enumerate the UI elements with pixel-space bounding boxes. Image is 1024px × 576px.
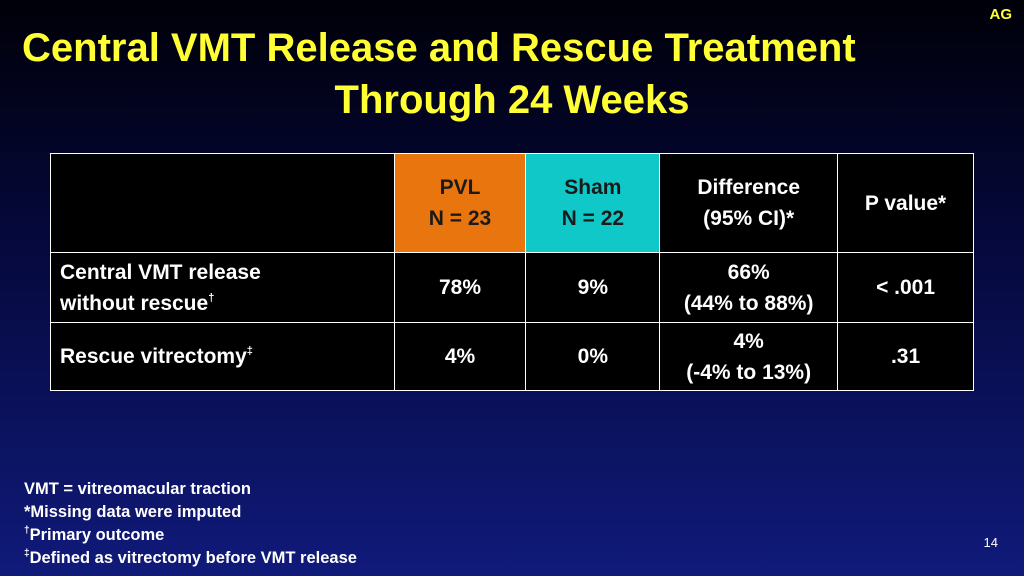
- slide-title: Central VMT Release and Rescue Treatment…: [0, 22, 1024, 126]
- footnote-vitrectomy: ‡Defined as vitrectomy before VMT releas…: [24, 547, 357, 570]
- title-line-2: Through 24 Weeks: [334, 78, 690, 122]
- corner-label: AG: [989, 6, 1013, 23]
- page-number: 14: [983, 535, 998, 550]
- row-label-line-1: Rescue vitrectomy: [60, 345, 247, 368]
- header-difference-ci: (95% CI)*: [703, 207, 795, 230]
- header-p-value: P value*: [837, 153, 974, 253]
- footnotes: VMT = vitreomacular traction *Missing da…: [24, 478, 357, 570]
- table-row: Central VMT release without rescue† 78% …: [50, 252, 974, 323]
- dagger-mark: †: [24, 525, 30, 536]
- header-difference-label: Difference: [697, 176, 801, 199]
- footnote-vitrectomy-text: Defined as vitrectomy before VMT release: [29, 549, 357, 567]
- cell-sham: 9%: [525, 252, 661, 323]
- cell-difference-value: 66%: [727, 260, 770, 284]
- double-dagger-mark: ‡: [246, 345, 253, 357]
- row-label: Central VMT release without rescue†: [50, 252, 395, 323]
- header-pvl-label: PVL: [439, 176, 481, 199]
- footnote-primary-text: Primary outcome: [29, 526, 165, 544]
- cell-difference: 4% (-4% to 13%): [659, 322, 839, 391]
- footnote-abbreviation: VMT = vitreomacular traction: [24, 480, 251, 498]
- footnote-primary: †Primary outcome: [24, 524, 357, 547]
- footnote-imputed: *Missing data were imputed: [24, 503, 242, 521]
- cell-p-value: < .001: [837, 252, 974, 323]
- cell-sham: 0%: [525, 322, 661, 391]
- header-empty-cell: [50, 153, 395, 253]
- header-sham-n: N = 22: [561, 207, 625, 230]
- header-difference: Difference (95% CI)*: [659, 153, 839, 253]
- header-sham-label: Sham: [564, 176, 622, 199]
- cell-difference-ci: (44% to 88%): [683, 291, 814, 315]
- cell-pvl: 4%: [393, 322, 527, 391]
- dagger-mark: †: [208, 291, 215, 304]
- cell-difference-value: 4%: [733, 329, 764, 353]
- row-label-line-2: without rescue: [60, 291, 209, 315]
- cell-p-value: .31: [837, 322, 974, 391]
- row-label-line-1: Central VMT release: [60, 260, 261, 284]
- cell-pvl: 78%: [393, 252, 527, 323]
- header-pvl: PVL N = 23: [393, 153, 527, 253]
- table-header-row: PVL N = 23 Sham N = 22 Difference (95% C…: [50, 153, 974, 253]
- title-line-1: Central VMT Release and Rescue Treatment: [22, 26, 856, 70]
- header-p-value-label: P value*: [864, 191, 947, 215]
- header-sham: Sham N = 22: [525, 153, 661, 253]
- row-label: Rescue vitrectomy‡: [50, 322, 395, 391]
- results-table: PVL N = 23 Sham N = 22 Difference (95% C…: [50, 153, 974, 391]
- double-dagger-mark: ‡: [24, 548, 30, 559]
- cell-difference: 66% (44% to 88%): [659, 252, 839, 323]
- cell-difference-ci: (-4% to 13%): [686, 360, 812, 384]
- header-pvl-n: N = 23: [428, 207, 492, 230]
- table-row: Rescue vitrectomy‡ 4% 0% 4% (-4% to 13%)…: [50, 322, 974, 391]
